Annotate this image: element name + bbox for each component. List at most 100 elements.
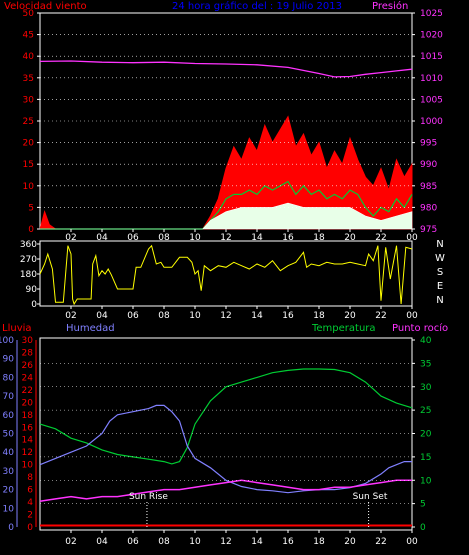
pressure-tick-label: 1000 [420, 117, 443, 127]
wind-mean-line [40, 180, 413, 230]
pressure-label: Presión [372, 0, 408, 12]
humidity-tick-label: 16 [22, 423, 34, 433]
humidity-label: Humedad [66, 323, 115, 334]
wind-tick-label: 45 [23, 31, 34, 41]
direction-tick-label: 0 [31, 300, 37, 310]
pressure-line [39, 60, 413, 78]
x-tick-label: 00 [406, 233, 418, 243]
humidity-tick-label: 18 [22, 411, 34, 421]
wind-tick-label: 50 [23, 9, 35, 19]
rain-tick-label: 0 [8, 523, 14, 533]
compass-label: S [437, 267, 443, 278]
pressure-tick-label: 990 [420, 160, 437, 170]
x-tick-label: 02 [65, 537, 76, 547]
wind-tick-label: 5 [28, 203, 34, 213]
x-tick-label: 00 [406, 537, 418, 547]
x-tick-label: 14 [251, 233, 263, 243]
temperature-tick-label: 40 [420, 336, 432, 346]
direction-tick-label: 180 [20, 270, 37, 280]
x-tick-label: 04 [96, 311, 108, 321]
humidity-tick-label: 24 [22, 373, 34, 383]
x-tick-label: 18 [313, 537, 325, 547]
wind-speed-label: Velocidad viento [4, 1, 87, 12]
dewpoint-line [39, 479, 412, 503]
x-tick-label: 22 [375, 311, 386, 321]
x-tick-label: 08 [158, 233, 170, 243]
pressure-tick-label: 1005 [420, 95, 443, 105]
x-tick-label: 06 [127, 537, 139, 547]
pressure-tick-label: 1025 [420, 9, 443, 19]
x-tick-label: 20 [344, 537, 356, 547]
x-tick-label: 16 [282, 233, 294, 243]
rain-tick-label: 50 [3, 430, 15, 440]
temperature-tick-label: 35 [420, 359, 431, 369]
humidity-line [39, 404, 412, 494]
pressure-tick-label: 1010 [420, 74, 443, 84]
x-tick-label: 18 [313, 233, 325, 243]
pressure-tick-label: 975 [420, 225, 437, 235]
wind-tick-label: 40 [23, 52, 35, 62]
rain-tick-label: 40 [3, 448, 15, 458]
sunrise-annotation: Sun Rise [129, 492, 168, 502]
humidity-tick-label: 4 [27, 498, 33, 508]
rain-tick-label: 90 [3, 355, 15, 365]
temperature-label: Temperatura [311, 323, 376, 334]
direction-tick-label: 270 [20, 255, 37, 265]
wind-base-area [40, 202, 413, 230]
wind-tick-label: 35 [23, 74, 34, 84]
x-tick-label: 16 [282, 537, 294, 547]
humidity-tick-label: 14 [22, 436, 34, 446]
dewpoint-label: Punto rocío [392, 322, 448, 334]
direction-tick-label: 360 [20, 240, 37, 250]
x-tick-label: 20 [344, 311, 356, 321]
x-tick-label: 16 [282, 311, 294, 321]
x-tick-label: 12 [220, 537, 231, 547]
humidity-tick-label: 8 [27, 473, 33, 483]
x-tick-label: 08 [158, 537, 170, 547]
wind-tick-label: 10 [23, 182, 35, 192]
x-tick-label: 14 [251, 311, 263, 321]
humidity-tick-label: 30 [22, 336, 34, 346]
wind-direction-panel [39, 240, 413, 307]
humidity-tick-label: 10 [22, 461, 34, 471]
rain-tick-label: 30 [3, 467, 15, 477]
humidity-tick-label: 20 [22, 398, 34, 408]
sunset-annotation: Sun Set [353, 492, 388, 502]
humidity-tick-label: 2 [27, 511, 33, 521]
x-tick-label: 02 [65, 233, 76, 243]
rain-tick-label: 60 [3, 411, 15, 421]
compass-label: E [437, 281, 443, 292]
rain-tick-label: 70 [3, 392, 15, 402]
rain-label: Lluvia [2, 323, 32, 334]
compass-label: N [436, 239, 443, 250]
direction-tick-label: 90 [26, 285, 38, 295]
x-tick-label: 10 [189, 311, 201, 321]
temperature-tick-label: 15 [420, 453, 431, 463]
wind-tick-label: 0 [28, 225, 34, 235]
pressure-tick-label: 1020 [420, 31, 443, 41]
wind-tick-label: 25 [23, 117, 34, 127]
pressure-tick-label: 985 [420, 182, 437, 192]
x-tick-label: 06 [127, 233, 139, 243]
rain-tick-label: 80 [3, 373, 15, 383]
x-tick-label: 22 [375, 233, 386, 243]
humidity-tick-label: 0 [27, 523, 33, 533]
humidity-tick-label: 6 [27, 486, 33, 496]
x-tick-label: 04 [96, 537, 108, 547]
x-tick-label: 06 [127, 311, 139, 321]
x-tick-label: 12 [220, 311, 231, 321]
x-tick-label: 10 [189, 233, 201, 243]
humidity-tick-label: 12 [22, 448, 33, 458]
temperature-tick-label: 30 [420, 383, 432, 393]
pressure-tick-label: 1015 [420, 52, 443, 62]
x-tick-label: 20 [344, 233, 356, 243]
wind-tick-label: 20 [23, 139, 35, 149]
temperature-tick-label: 10 [420, 476, 432, 486]
compass-label: W [435, 253, 445, 264]
x-tick-label: 00 [406, 311, 418, 321]
x-tick-label: 22 [375, 537, 386, 547]
wind-tick-label: 15 [23, 160, 34, 170]
wind-tick-label: 30 [23, 95, 35, 105]
